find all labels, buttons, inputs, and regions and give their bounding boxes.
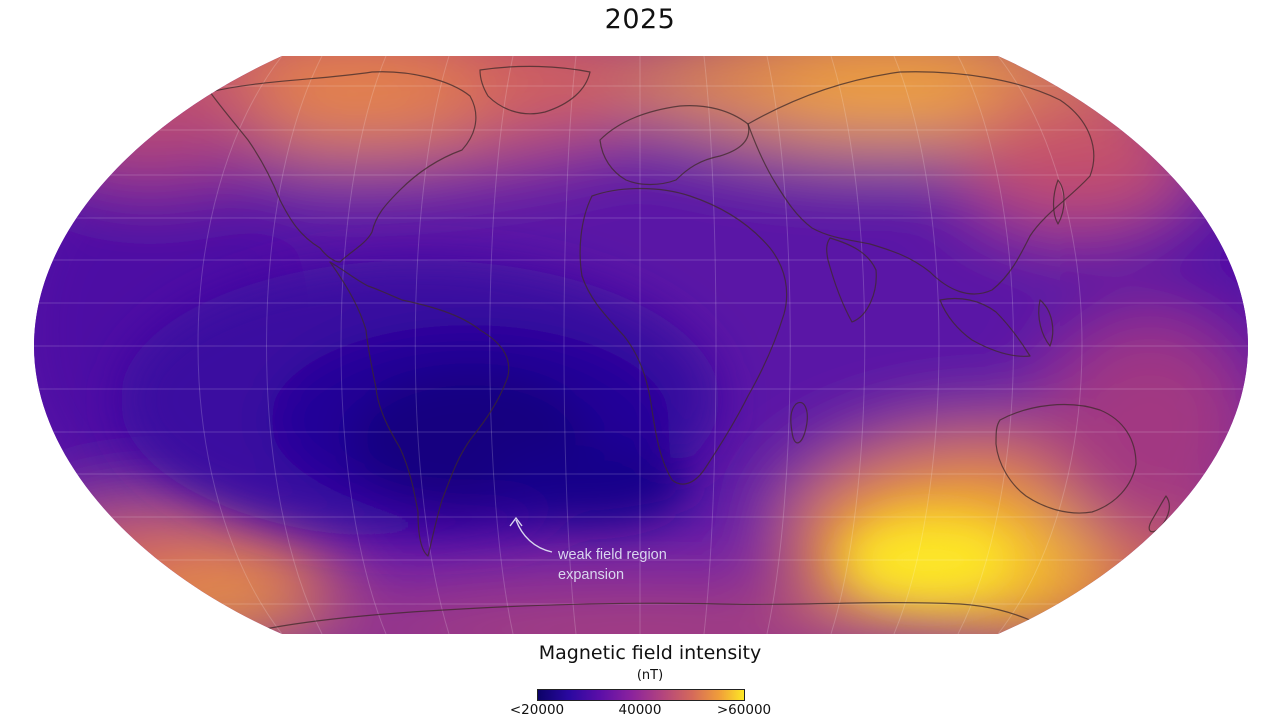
colorbar-tick-min: <20000 [509, 702, 565, 718]
legend-unit: (nT) [636, 668, 664, 683]
map-title: 2025 [604, 4, 676, 35]
annotation-arrow [515, 519, 553, 553]
weak-field-annotation: weak field region expansion [558, 545, 698, 585]
colorbar-tick-max: >60000 [716, 702, 772, 718]
coastlines [209, 65, 1170, 631]
colorbar-tick-mid: 40000 [618, 702, 662, 718]
legend-title: Magnetic field intensity [538, 642, 762, 664]
annotation-line-2: expansion [558, 567, 625, 583]
colorbar [537, 689, 745, 701]
arrow-head-icon [509, 516, 523, 527]
graticule [34, 56, 1248, 634]
annotation-line-1: weak field region [558, 547, 667, 563]
